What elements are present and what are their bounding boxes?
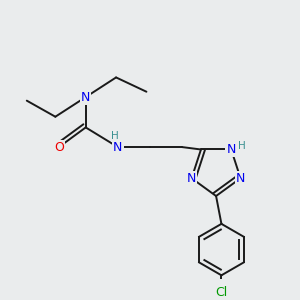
Text: O: O — [54, 141, 64, 154]
Text: Cl: Cl — [215, 286, 228, 299]
Text: H: H — [238, 141, 246, 151]
Text: N: N — [226, 143, 236, 156]
Text: N: N — [187, 172, 196, 185]
Text: N: N — [236, 172, 245, 185]
Text: N: N — [113, 141, 122, 154]
Text: H: H — [112, 131, 119, 141]
Text: N: N — [81, 91, 90, 103]
